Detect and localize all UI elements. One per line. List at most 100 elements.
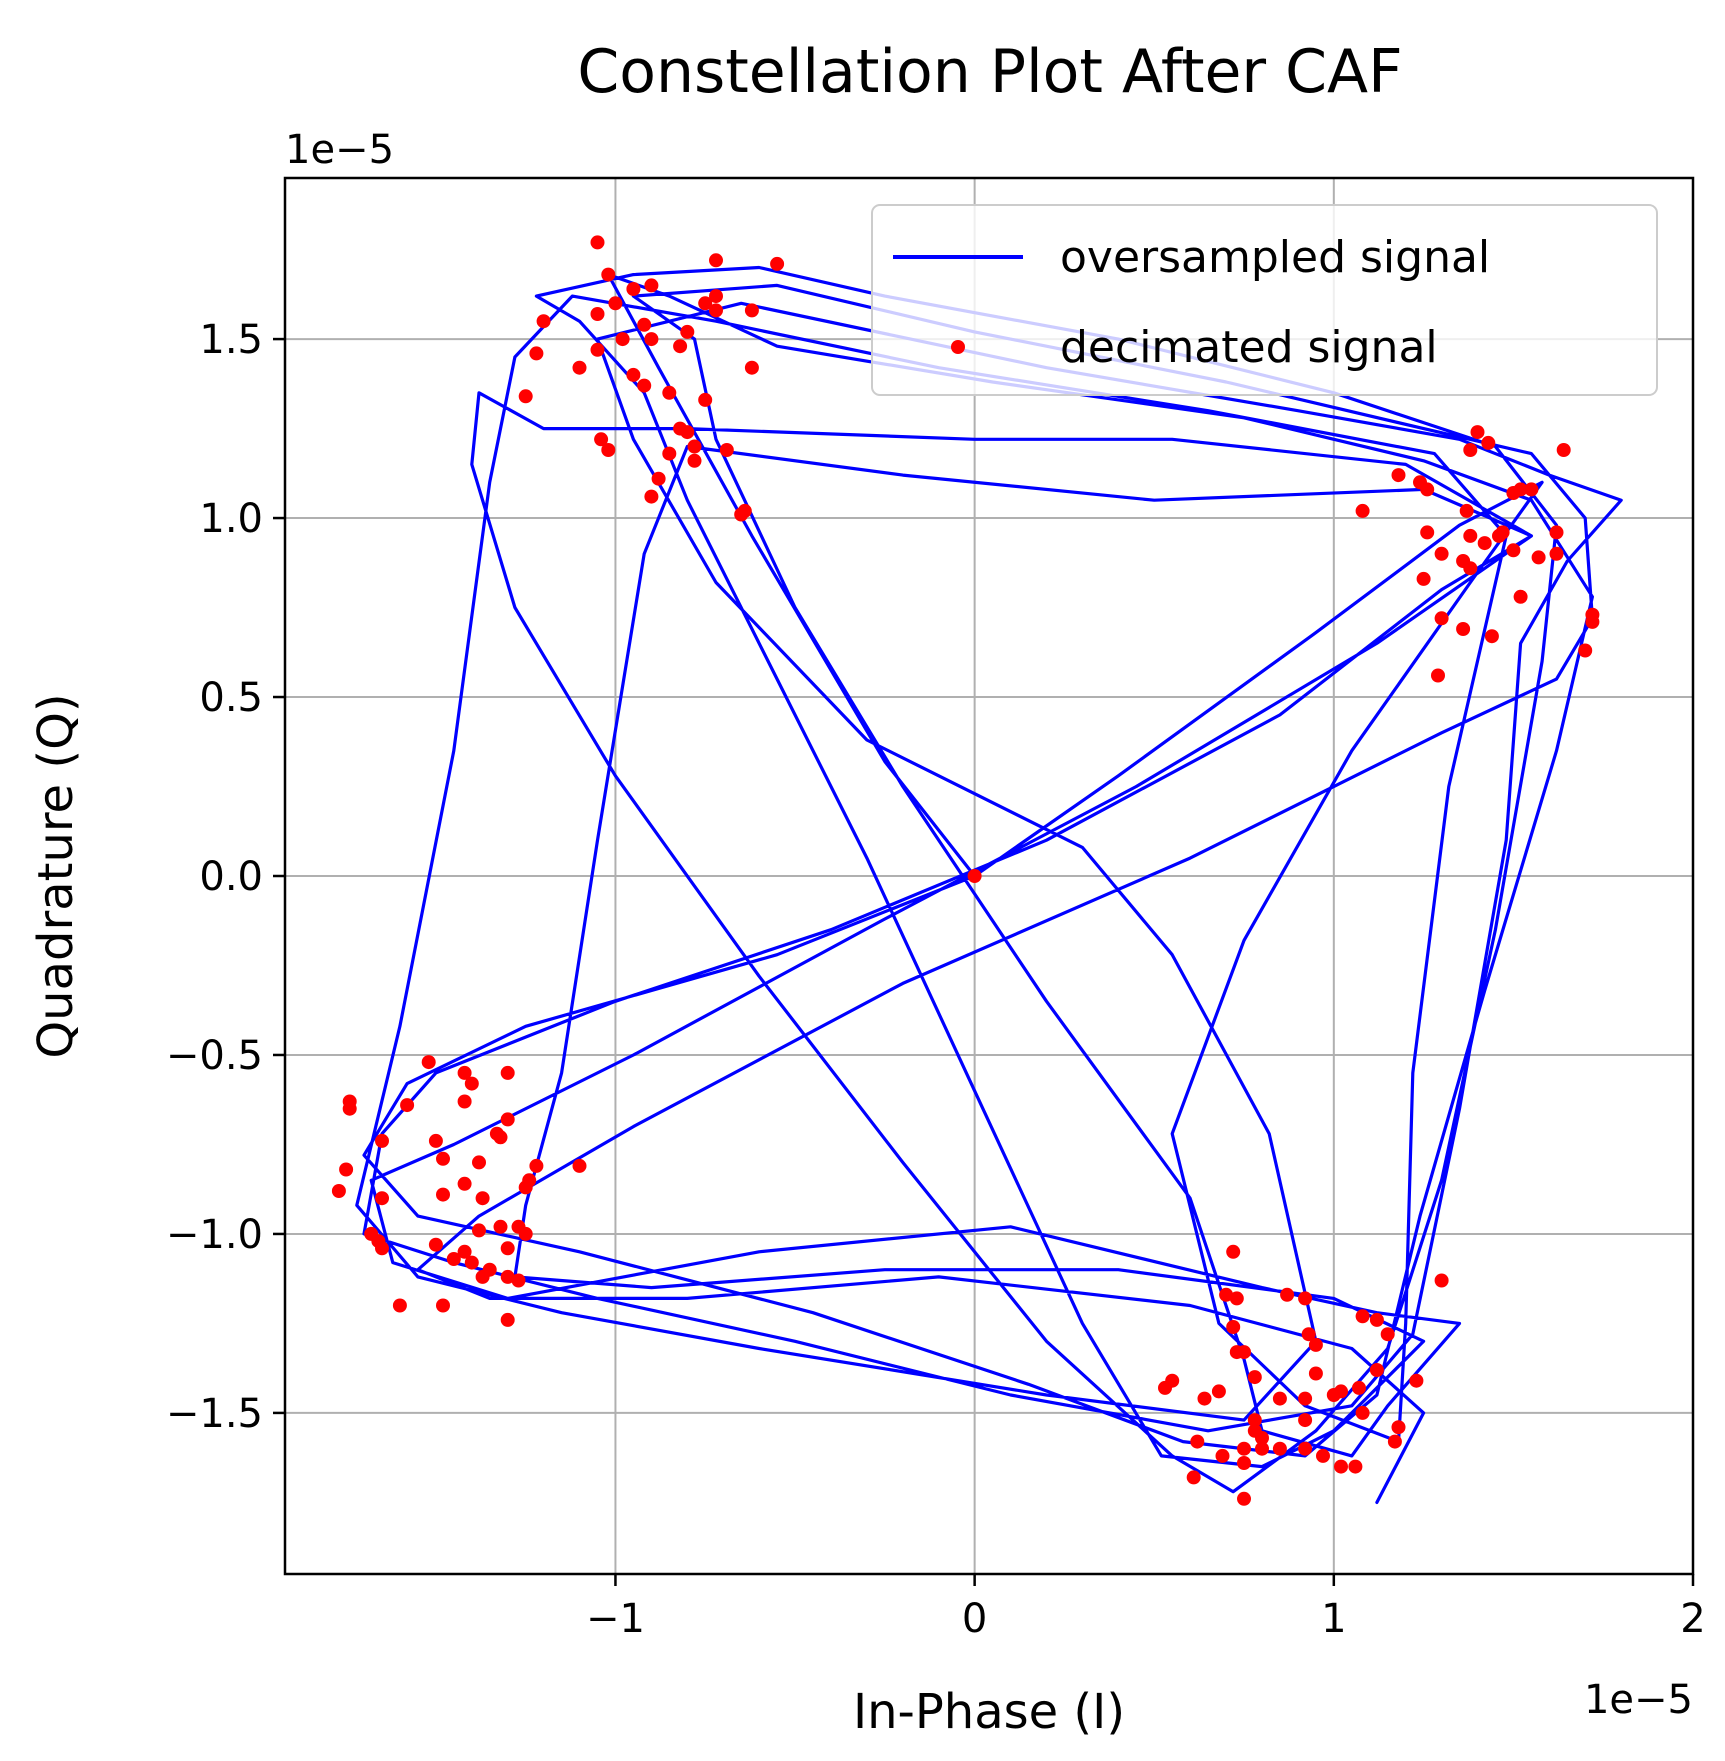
chart-title: Constellation Plot After CAF [577, 37, 1402, 107]
decimated-signal-point [375, 1133, 389, 1148]
decimated-signal-point [1477, 536, 1492, 551]
decimated-signal-point [1434, 1273, 1449, 1288]
decimated-signal-point [1348, 1459, 1363, 1474]
decimated-signal-point [601, 267, 616, 282]
decimated-signal-point [436, 1187, 450, 1202]
decimated-signal-point [500, 1065, 515, 1080]
decimated-signal-point [1434, 611, 1449, 626]
decimated-signal-point [1420, 482, 1435, 497]
decimated-signal-point [1272, 1391, 1287, 1406]
decimated-signal-point [511, 1273, 526, 1288]
decimated-signal-point [1459, 503, 1474, 518]
decimated-signal-point [644, 489, 659, 504]
decimated-signal-point [644, 332, 659, 347]
decimated-signal-point [436, 1151, 450, 1166]
decimated-signal-point [1549, 546, 1564, 561]
decimated-signal-point [493, 1219, 508, 1234]
decimated-signal-point [662, 446, 677, 461]
y-tick-label: −1.5 [166, 1391, 263, 1437]
decimated-signal-point [737, 503, 752, 518]
decimated-signal-point [709, 253, 723, 268]
decimated-signal-point [1391, 468, 1406, 483]
decimated-signal-point [1369, 1363, 1384, 1377]
decimated-signal-point [651, 471, 666, 486]
decimated-signal-point [1463, 561, 1478, 576]
decimated-signal-point [744, 360, 759, 375]
decimated-signal-point [590, 342, 605, 357]
decimated-signal-point [529, 1158, 544, 1173]
decimated-signal-point [1237, 1491, 1251, 1506]
decimated-signal-point [1369, 1312, 1384, 1327]
decimated-signal-point [1211, 1384, 1226, 1399]
decimated-signal-point [518, 1180, 533, 1195]
decimated-signal-point [1301, 1327, 1316, 1342]
decimated-signal-point [1186, 1470, 1201, 1485]
decimated-signal-point [1524, 482, 1539, 497]
y-tick-label: −0.5 [166, 1033, 263, 1079]
decimated-signal-point [709, 303, 723, 318]
decimated-signal-point [493, 1130, 508, 1145]
decimated-signal-point [680, 425, 695, 440]
decimated-signal-point [1463, 528, 1478, 543]
decimated-signal-point [1456, 622, 1471, 636]
decimated-signal-point [500, 1241, 515, 1256]
decimated-signal-point [1578, 643, 1593, 658]
decimated-signal-point [457, 1094, 472, 1109]
decimated-signal-point [1420, 525, 1435, 540]
decimated-signal-point [1352, 1380, 1366, 1395]
decimated-signal-point [1531, 550, 1546, 565]
decimated-signal-point [1226, 1320, 1241, 1334]
decimated-signal-point [464, 1255, 479, 1270]
decimated-signal-point [673, 339, 688, 354]
decimated-signal-point [644, 278, 659, 293]
decimated-signal-point [626, 367, 641, 382]
decimated-signal-point [1316, 1448, 1330, 1463]
decimated-signal-point [1549, 525, 1564, 540]
decimated-signal-point [1585, 614, 1600, 629]
decimated-signal-point [590, 235, 605, 250]
x-tick-label: 2 [1680, 1596, 1705, 1642]
decimated-signal-point [1556, 443, 1571, 457]
decimated-signal-point [1513, 482, 1528, 497]
decimated-signal-point [698, 392, 713, 407]
decimated-signal-point [1470, 425, 1485, 440]
legend-box [871, 204, 1658, 396]
decimated-signal-point [428, 1237, 443, 1252]
decimated-signal-point [626, 282, 641, 296]
x-offset-label: 1e−5 [1584, 1677, 1693, 1723]
decimated-signal-point [464, 1076, 479, 1091]
decimated-signal-point [529, 346, 544, 361]
decimated-signal-point [1298, 1391, 1313, 1406]
decimated-signal-point [457, 1065, 472, 1080]
decimated-signal-point [475, 1269, 490, 1284]
y-tick-label: 0.0 [199, 854, 263, 900]
decimated-signal-point [446, 1252, 461, 1266]
decimated-signal-point [1431, 668, 1445, 683]
decimated-signal-point [1197, 1391, 1212, 1406]
decimated-signal-point [615, 332, 630, 347]
decimated-signal-point [698, 296, 713, 311]
decimated-signal-point [1237, 1345, 1251, 1360]
decimated-signal-point [1226, 1244, 1241, 1259]
decimated-signal-point [1247, 1413, 1262, 1428]
decimated-signal-point [1190, 1434, 1205, 1449]
decimated-signal-point [331, 1184, 346, 1198]
decimated-signal-point [744, 303, 759, 318]
decimated-signal-point [1355, 1309, 1370, 1324]
decimated-signal-point [457, 1176, 472, 1191]
oversampled-signal-line [355, 265, 1623, 1504]
decimated-signal-point [590, 307, 605, 321]
decimated-signal-point [1308, 1366, 1323, 1381]
decimated-signal-point [1158, 1380, 1172, 1395]
decimated-signal-point [1463, 443, 1478, 457]
x-tick-label: −1 [586, 1596, 645, 1642]
decimated-signal-point [1247, 1370, 1262, 1385]
x-axis-ticks: −1 0 1 2 [586, 1574, 1706, 1642]
decimated-signal-point [967, 869, 982, 883]
decimated-signal-point [1298, 1441, 1313, 1456]
decimated-signal-point [392, 1298, 407, 1313]
legend-marker-swatch [951, 340, 965, 354]
y-offset-label: 1e−5 [285, 127, 394, 173]
x-tick-label: 0 [962, 1596, 987, 1642]
